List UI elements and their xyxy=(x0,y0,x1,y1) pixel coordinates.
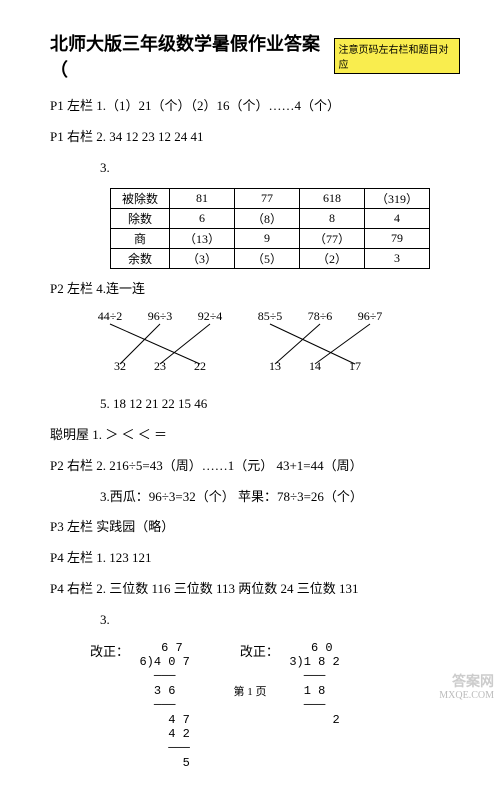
table-cell: 77 xyxy=(235,189,300,209)
p2-right-2: P2 右栏 2. 216÷5=43（周）……1（元） 43+1=44（周） xyxy=(50,456,460,477)
table-cell: 79 xyxy=(365,229,430,249)
page-content: 北师大版三年级数学暑假作业答案（ 注意页码左右栏和题目对应 P1 左栏 1.（1… xyxy=(0,0,500,790)
table-row: 余数（3）（5）（2）3 xyxy=(111,249,430,269)
congming-1: 聪明屋 1. ＞ ＜ ＜ ＝ xyxy=(50,425,460,446)
table-cell: 除数 xyxy=(111,209,170,229)
item-3: 3. xyxy=(100,158,460,179)
match-label: 22 xyxy=(194,359,206,373)
table-cell: 商 xyxy=(111,229,170,249)
page-title: 北师大版三年级数学暑假作业答案（ xyxy=(50,30,330,82)
p2-right-3: 3.西瓜：96÷3=32（个） 苹果：78÷3=26（个） xyxy=(100,487,460,508)
p4-left-1: P4 左栏 1. 123 121 xyxy=(50,548,460,569)
division-1: 改正： 6 7 6)4 0 7 ─── 3 6 ─── 4 7 4 2 ─── … xyxy=(90,641,190,771)
match-label: 85÷5 xyxy=(258,310,283,323)
match-label: 96÷3 xyxy=(148,310,173,323)
p1-right-2: P1 右栏 2. 34 12 23 12 24 41 xyxy=(50,127,460,148)
table-cell: 4 xyxy=(365,209,430,229)
table-row: 商（13）9（77）79 xyxy=(111,229,430,249)
table-cell: （2） xyxy=(300,249,365,269)
match-line xyxy=(160,324,210,364)
table-cell: 余数 xyxy=(111,249,170,269)
table-cell: （77） xyxy=(300,229,365,249)
watermark-small: MXQE.COM xyxy=(439,690,494,701)
match-label: 96÷7 xyxy=(358,310,383,323)
table-cell: 6 xyxy=(170,209,235,229)
p4-right-2: P4 右栏 2. 三位数 116 三位数 113 两位数 24 三位数 131 xyxy=(50,579,460,600)
table-cell: 9 xyxy=(235,229,300,249)
correction-label-2: 改正： xyxy=(240,644,279,659)
matching-diagram: 44÷296÷392÷432232285÷578÷696÷7131417 xyxy=(90,310,460,384)
match-label: 44÷2 xyxy=(98,310,123,323)
match-label: 13 xyxy=(269,359,281,373)
table-cell: （13） xyxy=(170,229,235,249)
match-line xyxy=(110,324,200,364)
watermark-big: 答案网 xyxy=(439,675,494,690)
table-cell: 618 xyxy=(300,189,365,209)
table-cell: （319） xyxy=(365,189,430,209)
division-2: 改正： 6 0 3)1 8 2 ─── 1 8 ─── 2 xyxy=(240,641,340,771)
table-cell: （8） xyxy=(235,209,300,229)
table-cell: 81 xyxy=(170,189,235,209)
p1-left-1: P1 左栏 1.（1）21（个）（2）16（个）……4（个） xyxy=(50,96,460,117)
note-box: 注意页码左右栏和题目对应 xyxy=(334,38,460,74)
table-cell: 3 xyxy=(365,249,430,269)
item-5: 5. 18 12 21 22 15 46 xyxy=(100,394,460,415)
division-table: 被除数8177618（319）除数6（8）84商（13）9（77）79余数（3）… xyxy=(110,188,430,269)
correction-label-1: 改正： xyxy=(90,644,129,659)
table-cell: 被除数 xyxy=(111,189,170,209)
match-label: 17 xyxy=(349,359,361,373)
division-work-1: 6 7 6)4 0 7 ─── 3 6 ─── 4 7 4 2 ─── 5 xyxy=(132,641,190,771)
table-cell: （3） xyxy=(170,249,235,269)
item-3b: 3. xyxy=(100,610,460,631)
p3-left: P3 左栏 实践园（略） xyxy=(50,517,460,538)
page-footer: 第 1 页 xyxy=(0,683,500,699)
long-division-row: 改正： 6 7 6)4 0 7 ─── 3 6 ─── 4 7 4 2 ─── … xyxy=(90,641,460,771)
table-cell: （5） xyxy=(235,249,300,269)
table-row: 除数6（8）84 xyxy=(111,209,430,229)
table-cell: 8 xyxy=(300,209,365,229)
watermark: 答案网 MXQE.COM xyxy=(439,675,494,701)
match-label: 78÷6 xyxy=(308,310,333,323)
title-row: 北师大版三年级数学暑假作业答案（ 注意页码左右栏和题目对应 xyxy=(50,30,460,82)
match-label: 32 xyxy=(114,359,126,373)
table-row: 被除数8177618（319） xyxy=(111,189,430,209)
match-label: 92÷4 xyxy=(198,310,223,323)
p2-left-4: P2 左栏 4.连一连 xyxy=(50,279,460,300)
